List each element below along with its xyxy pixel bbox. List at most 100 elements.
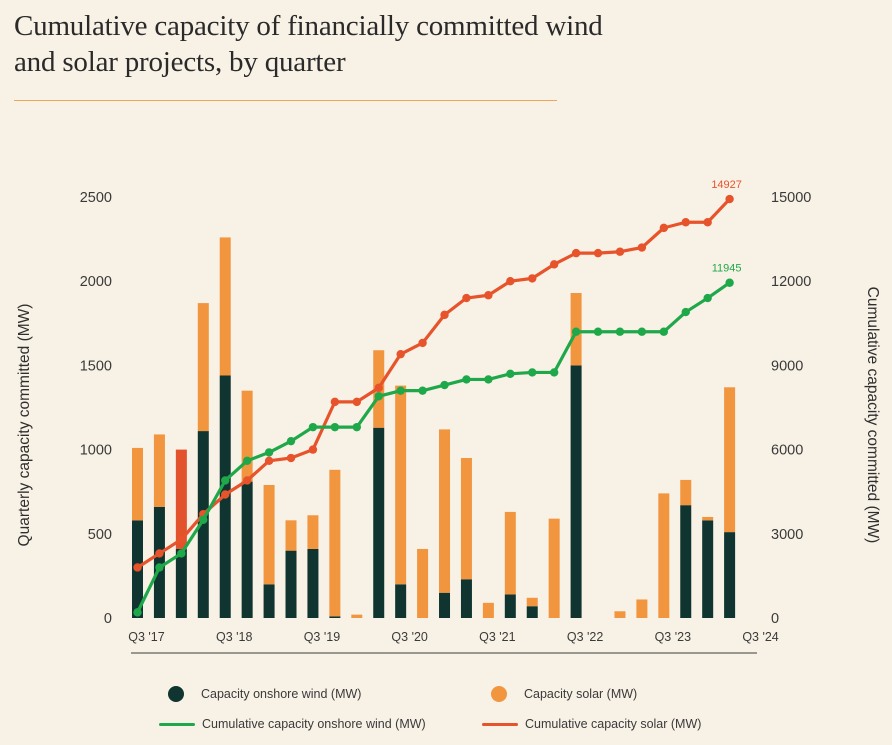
bar-solar <box>241 390 253 482</box>
cum-solar-point <box>681 218 690 227</box>
cum-solar-point <box>593 248 603 258</box>
bar-wind <box>439 592 451 618</box>
cum-solar-point <box>418 338 427 348</box>
x-tick-label: Q3 '24 <box>742 630 778 644</box>
y-tick-label-right: 6000 <box>771 443 803 459</box>
bar-solar <box>153 434 165 507</box>
bar-solar <box>526 597 538 607</box>
data-label-cum-solar: 14927 <box>711 179 742 191</box>
cum-wind-point <box>396 386 405 395</box>
legend-item-solar-bar: Capacity solar (MW) <box>491 686 637 702</box>
bar-wind <box>724 532 736 618</box>
bar-solar <box>636 599 648 618</box>
y-tick-label-left: 1000 <box>80 443 112 459</box>
legend-item-solar-line: Cumulative capacity solar (MW) <box>482 717 701 731</box>
bar-solar <box>504 511 516 595</box>
bar-solar <box>395 385 407 585</box>
cum-solar-point <box>725 194 734 204</box>
y-tick-label-right: 12000 <box>771 274 811 290</box>
cum-solar-point <box>571 248 581 258</box>
legend: Capacity onshore wind (MW) Capacity sola… <box>0 680 892 745</box>
cum-wind-point <box>308 422 318 432</box>
cum-solar-point <box>615 247 625 256</box>
x-tick-label: Q3 '21 <box>479 630 515 644</box>
bar-solar <box>263 484 275 585</box>
bar-solar <box>614 611 626 618</box>
legend-label-wind-line: Cumulative capacity onshore wind (MW) <box>202 717 426 731</box>
x-tick-label: Q3 '22 <box>567 630 603 644</box>
cum-solar-point <box>374 383 383 393</box>
cum-wind-point <box>506 369 515 379</box>
x-tick-label: Q3 '20 <box>391 630 427 644</box>
bar-solar <box>724 387 736 533</box>
cum-wind-point <box>681 307 690 317</box>
cum-wind-point <box>221 476 230 485</box>
cum-wind-point <box>462 375 471 384</box>
bar-solar <box>658 493 670 618</box>
y-tick-label-right: 9000 <box>771 358 803 374</box>
bar-wind <box>175 548 187 618</box>
cum-solar-point <box>462 293 471 303</box>
bar-solar <box>417 548 429 618</box>
legend-item-wind-line: Cumulative capacity onshore wind (MW) <box>159 717 426 731</box>
cum-wind-point <box>725 278 734 287</box>
bar-wind <box>241 481 253 618</box>
cum-solar-point <box>637 243 647 252</box>
cum-solar-point <box>133 563 142 572</box>
cum-wind-point <box>264 448 274 457</box>
cum-solar-point <box>155 549 164 558</box>
cum-solar-point <box>308 445 318 454</box>
x-tick-label: Q3 '17 <box>128 630 164 644</box>
cum-wind-point <box>177 549 186 558</box>
bar-solar <box>307 515 319 549</box>
cum-solar-point <box>242 476 252 485</box>
bar-wind <box>373 427 385 618</box>
y-tick-label-right: 15000 <box>771 190 811 206</box>
y-tick-label-left: 2000 <box>80 274 112 290</box>
cum-solar-point <box>352 397 361 407</box>
bar-solar <box>351 614 363 618</box>
y-axis-title-left: Quarterly capacity committed (MW) <box>16 304 33 547</box>
bar-wind <box>197 431 209 618</box>
cum-wind-point <box>242 456 252 466</box>
cum-solar-point <box>286 453 296 463</box>
cum-solar-point <box>221 490 230 499</box>
cum-wind-line <box>135 281 732 614</box>
y-tick-label-left: 0 <box>104 611 112 627</box>
legend-swatch-cum-solar <box>482 722 518 726</box>
bar-solar <box>175 449 187 549</box>
legend-item-wind-bar: Capacity onshore wind (MW) <box>168 686 361 702</box>
legend-label-wind-bar: Capacity onshore wind (MW) <box>201 687 362 701</box>
cum-wind-point <box>286 436 296 446</box>
x-tick-label: Q3 '18 <box>216 630 252 644</box>
cum-wind-point <box>484 375 493 384</box>
bar-solar <box>702 516 714 521</box>
cum-wind-point <box>659 327 669 336</box>
bar-solar <box>219 237 231 376</box>
bar-solar <box>482 602 494 618</box>
cum-wind-point <box>703 293 712 303</box>
cum-wind-point <box>374 392 383 401</box>
bar-wind <box>526 606 538 618</box>
cum-solar-point <box>177 535 186 544</box>
cum-wind-point <box>352 422 361 432</box>
bar-solar <box>460 458 472 580</box>
bar-wind <box>570 365 582 618</box>
bar-solar <box>132 447 143 521</box>
bar-solar <box>548 518 560 618</box>
legend-label-solar-line: Cumulative capacity solar (MW) <box>525 717 702 731</box>
bar-wind <box>460 579 472 618</box>
y-tick-label-right: 0 <box>771 611 779 627</box>
cum-solar-point <box>549 260 559 269</box>
cum-wind-point <box>440 380 449 390</box>
cum-solar-line <box>135 197 732 570</box>
y-axis-title-right: Cumulative capacity committed (MW) <box>864 287 881 544</box>
bar-solar <box>439 429 451 593</box>
bar-solar <box>197 303 209 432</box>
cum-wind-point <box>593 327 603 336</box>
cum-wind-point <box>637 327 647 336</box>
bar-wind <box>504 594 516 618</box>
cum-solar-point <box>506 277 515 286</box>
cum-solar-point <box>659 223 669 233</box>
cum-wind-point <box>418 386 427 395</box>
